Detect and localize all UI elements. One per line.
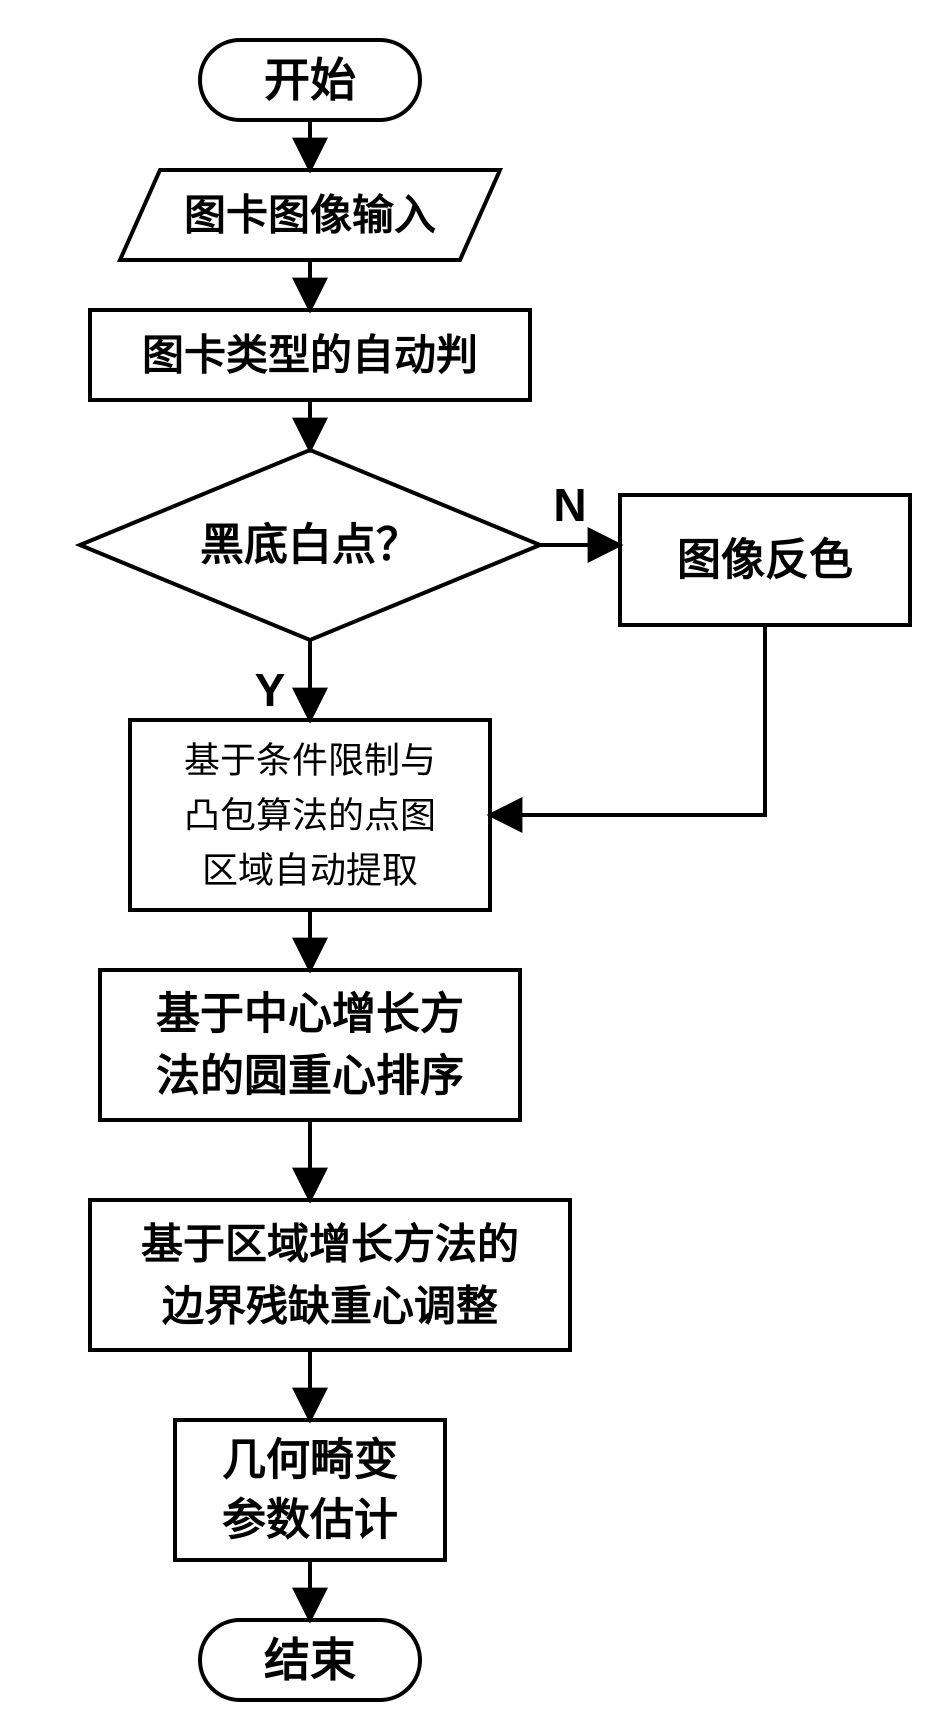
svg-text:黑底白点？: 黑底白点？ (200, 521, 420, 570)
svg-text:N: N (553, 479, 586, 531)
flowchart-canvas: 开始图卡图像输入图卡类型的自动判黑底白点？ 图像反色基于条件限制与凸包算法的点图区… (0, 0, 944, 1713)
svg-text:凸包算法的点图: 凸包算法的点图 (184, 795, 436, 836)
svg-text:基于中心增长方: 基于中心增长方 (156, 990, 464, 1039)
edge-3: N (540, 479, 620, 545)
node-extract: 基于条件限制与凸包算法的点图区域自动提取 (130, 720, 490, 910)
svg-text:基于条件限制与: 基于条件限制与 (184, 740, 436, 781)
node-input: 图卡图像输入 (120, 170, 500, 260)
node-estimate: 几何畸变参数估计 (175, 1420, 445, 1560)
svg-text:图卡类型的自动判: 图卡类型的自动判 (142, 332, 478, 379)
svg-text:图像反色: 图像反色 (677, 536, 853, 585)
svg-text:区域自动提取: 区域自动提取 (202, 850, 418, 891)
edge-4: Y (255, 640, 310, 720)
svg-text:图卡图像输入: 图卡图像输入 (184, 192, 436, 239)
svg-text:开始: 开始 (264, 54, 356, 106)
node-invert: 图像反色 (620, 495, 910, 625)
svg-text:几何畸变: 几何畸变 (222, 1436, 398, 1485)
edge-5 (490, 625, 765, 815)
node-sort: 基于中心增长方法的圆重心排序 (100, 970, 520, 1120)
node-end: 结束 (200, 1620, 420, 1700)
svg-text:法的圆重心排序: 法的圆重心排序 (156, 1052, 464, 1101)
node-start: 开始 (200, 40, 420, 120)
svg-text:参数估计: 参数估计 (222, 1496, 398, 1545)
node-decision: 黑底白点？ (80, 450, 540, 640)
svg-text:结束: 结束 (264, 1634, 356, 1686)
svg-text:边界残缺重心调整: 边界残缺重心调整 (162, 1283, 498, 1330)
node-autojudge: 图卡类型的自动判 (90, 310, 530, 400)
node-adjust: 基于区域增长方法的边界残缺重心调整 (90, 1200, 570, 1350)
svg-text:基于区域增长方法的: 基于区域增长方法的 (141, 1221, 519, 1268)
svg-text:Y: Y (255, 664, 286, 716)
